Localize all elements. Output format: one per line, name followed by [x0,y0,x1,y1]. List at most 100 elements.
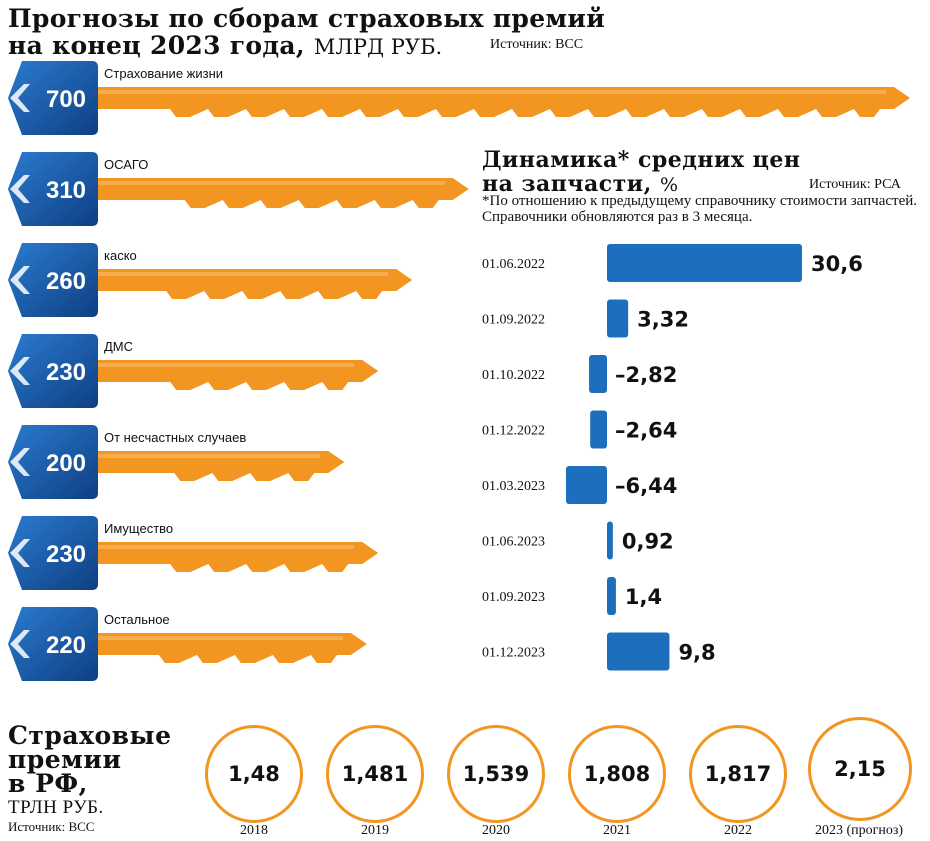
parts-row-7: 01.09.2023 1,4 [482,577,662,615]
parts-date: 01.10.2022 [482,368,545,383]
key-shaft [98,451,345,481]
main-title-unit: МЛРД РУБ. [313,35,443,59]
key-label-3: каско [104,248,137,263]
key-head [8,334,98,408]
parts-title-line1: Динамика* средних цен [482,147,801,173]
key-shaft [98,360,379,390]
key-5: 200 [8,425,345,499]
year-2023: 2023 (прогноз) [814,823,904,838]
parts-date: 01.06.2023 [482,535,545,550]
key-3: 260 [8,243,413,317]
key-value: 700 [46,86,86,113]
key-label-2: ОСАГО [104,157,149,172]
parts-row-6: 01.06.2023 0,92 [482,521,674,560]
parts-value: 3,32 [637,308,689,332]
main-title: Прогнозы по сборам страховых премий на к… [8,5,605,61]
premium-circle-2021: 1,808 [568,725,666,823]
key-2: 310 [8,152,469,226]
parts-row-3: 01.10.2022 –2,82 [482,355,677,393]
key-1: 700 [8,61,910,135]
main-title-line1: Прогнозы по сборам страховых премий [8,4,606,33]
key-value: 200 [46,450,86,477]
key-shaft-highlight [98,181,445,185]
parts-value: –2,82 [615,363,677,387]
key-hole [10,175,30,203]
parts-bar [607,521,613,560]
key-value: 230 [46,359,86,386]
key-head [8,425,98,499]
key-7: 220 [8,607,367,681]
year-2018: 2018 [240,823,268,838]
parts-chart: 01.06.2022 30,6 01.09.2022 3,32 01.10.2022 –2… [482,244,863,671]
year-2019: 2019 [361,823,389,838]
bottom-title-line3: в РФ, [8,769,88,798]
key-shaft-highlight [98,272,389,276]
bottom-title-line2: премии [8,745,122,774]
key-hole [10,630,30,658]
key-head [8,607,98,681]
main-title-line2: на конец 2023 года, МЛРД РУБ. [8,32,605,61]
parts-value: 9,8 [678,641,715,665]
parts-bar [590,410,607,449]
bottom-source: Источник: ВСС [8,819,95,834]
premium-circle-2019: 1,481 [326,725,424,823]
parts-note: *По отношению к предыдущему справочнику … [482,193,918,225]
parts-value: 1,4 [625,585,662,609]
key-label-6: Имущество [104,521,174,536]
key-label-7: Остальное [104,612,170,627]
parts-value: –6,44 [615,474,677,498]
main-title-line2-text: на конец 2023 года, [8,31,305,60]
key-head [8,516,98,590]
key-hole [10,266,30,294]
parts-row-2: 01.09.2022 3,32 [482,299,689,338]
parts-row-4: 01.12.2022 –2,64 [482,410,677,449]
key-4: 230 [8,334,379,408]
keys-chart: 700 310 260 230 200 230 220 [8,61,910,681]
year-2021: 2021 [603,823,631,838]
parts-title-line2: на запчасти, % [482,172,800,197]
parts-bar [565,466,607,504]
bottom-title: Страховые премии в РФ, [8,723,171,798]
parts-value: –2,64 [615,419,677,443]
key-label-1: Страхование жизни [104,66,224,81]
parts-date: 01.06.2022 [482,257,545,272]
key-head [8,243,98,317]
key-shaft [98,633,367,663]
key-hole [10,539,30,567]
parts-date: 01.12.2023 [482,646,545,661]
parts-value: 30,6 [811,252,863,276]
year-2022: 2022 [724,823,752,838]
parts-date: 01.09.2023 [482,590,545,605]
parts-title-line2-text: на запчасти, [482,171,652,197]
premium-circle-2020: 1,539 [447,725,545,823]
parts-source: Источник: РСА [809,177,901,192]
parts-row-1: 01.06.2022 30,6 [482,244,863,282]
key-shaft-highlight [98,636,343,640]
premium-circle-2023: 2,15 [808,717,912,821]
key-label-5: От несчастных случаев [104,430,247,445]
key-value: 220 [46,632,86,659]
key-value: 230 [46,541,86,568]
year-2020: 2020 [482,823,510,838]
parts-date: 01.12.2022 [482,424,545,439]
key-shaft-highlight [98,90,886,94]
key-shaft [98,542,379,572]
key-value: 260 [46,268,86,295]
key-hole [10,357,30,385]
parts-bar [607,577,616,615]
key-label-4: ДМС [104,339,134,354]
premium-circle-2018: 1,48 [205,725,303,823]
parts-row-5: 01.03.2023 –6,44 [482,466,677,504]
parts-bar [607,244,802,282]
key-shaft-highlight [98,363,355,367]
parts-date: 01.09.2022 [482,313,545,328]
key-shaft [98,269,413,299]
key-shaft-highlight [98,454,321,458]
key-hole [10,448,30,476]
parts-bar [607,632,670,671]
key-value: 310 [46,177,86,204]
key-head [8,152,98,226]
parts-row-8: 01.12.2023 9,8 [482,632,716,671]
parts-title-unit: % [659,174,679,196]
main-source: Источник: ВСС [490,37,584,52]
